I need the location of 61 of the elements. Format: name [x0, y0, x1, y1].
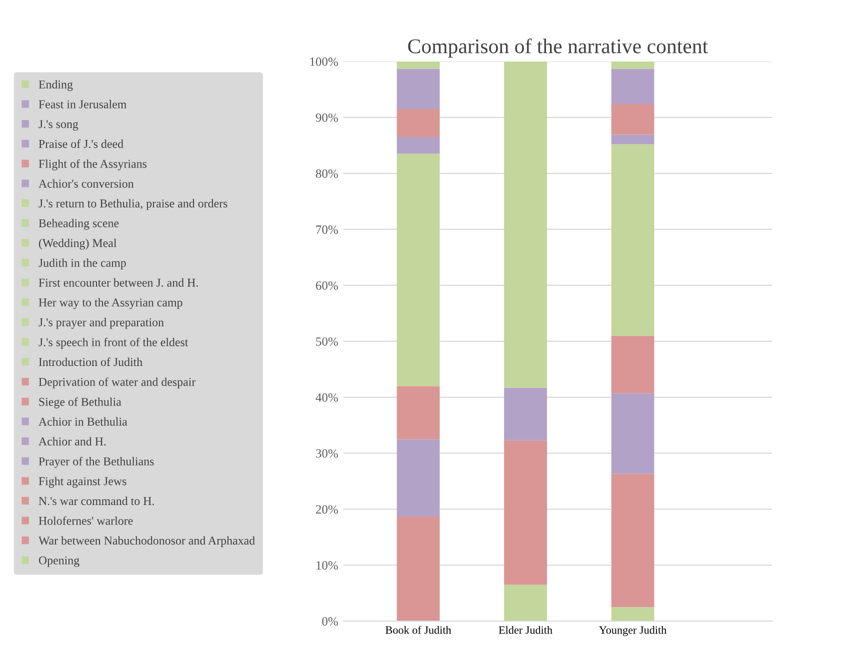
x-tick-label: Book of Judith	[386, 626, 452, 634]
x-tick-label: Elder Judith	[498, 626, 552, 634]
legend-label: Beheading scene	[38, 218, 119, 230]
y-tick-label: 0%	[322, 617, 338, 626]
legend-label: War between Nabuchodonosor and Arphaxad	[38, 536, 255, 548]
y-tick-label: 80%	[316, 169, 338, 178]
bar	[611, 474, 654, 608]
y-tick-label: 90%	[316, 113, 338, 122]
legend-label: Holofernes' warlore	[38, 516, 133, 525]
bar	[611, 607, 654, 622]
bar	[504, 440, 547, 585]
legend-label: J.'s prayer and preparation	[38, 318, 164, 329]
legend-label: Prayer of the Bethulians	[38, 456, 154, 468]
legend-label: J.'s speech in front of the eldest	[38, 338, 188, 349]
bar	[611, 134, 654, 144]
bar	[611, 61, 654, 69]
legend-label: Ending	[38, 80, 73, 91]
bar	[611, 104, 654, 135]
y-tick-label: 100%	[310, 57, 338, 66]
bar	[396, 516, 440, 622]
y-tick-label: 20%	[316, 505, 338, 514]
legend-label: Achior in Bethulia	[38, 417, 128, 426]
legend-label: Fight against Jews	[38, 476, 126, 488]
legend-label: Introduction of Judith	[38, 358, 142, 366]
legend-label: J.'s song	[38, 120, 78, 131]
legend-label: Judith in the camp	[38, 258, 126, 270]
bar	[396, 154, 440, 386]
y-tick-label: 70%	[316, 225, 338, 234]
bar	[504, 61, 547, 388]
legend-label: Opening	[38, 556, 80, 567]
legend-label: N.'s war command to H.	[38, 496, 154, 506]
legend-label: (Wedding) Meal	[38, 238, 117, 250]
bar	[504, 388, 547, 440]
bar	[611, 68, 654, 104]
bar	[611, 144, 654, 336]
y-tick-label: 40%	[316, 393, 338, 402]
chart-title: Comparison of the narrative content	[408, 38, 708, 58]
legend-label: Siege of Bethulia	[39, 397, 122, 408]
legend-label: Deprivation of water and despair	[38, 377, 196, 388]
legend-label: Her way to the Assyrian camp	[38, 298, 182, 309]
bar	[396, 439, 440, 516]
legend-label: Feast in Jerusalem	[38, 100, 126, 108]
bar	[396, 61, 440, 69]
legend-label: Achior and H.	[38, 437, 106, 446]
y-tick-label: 10%	[316, 561, 338, 570]
legend-label: First encounter between J. and H.	[38, 278, 198, 287]
x-tick-label: Younger Judith	[599, 626, 666, 636]
bar	[396, 68, 440, 110]
bar	[611, 336, 654, 394]
legend-label: Achior's conversion	[38, 179, 134, 188]
y-tick-label: 60%	[316, 281, 338, 290]
legend-label: Praise of J.'s deed	[38, 139, 124, 148]
legend-label: Flight of the Assyrians	[38, 159, 147, 170]
bar	[396, 109, 440, 138]
bar	[396, 137, 440, 154]
bar	[504, 584, 547, 622]
y-tick-label: 30%	[316, 449, 338, 458]
legend-label: J.'s return to Bethulia, praise and orders	[38, 199, 228, 210]
y-tick-label: 50%	[316, 337, 338, 346]
bar	[611, 393, 654, 474]
bar	[396, 386, 440, 440]
